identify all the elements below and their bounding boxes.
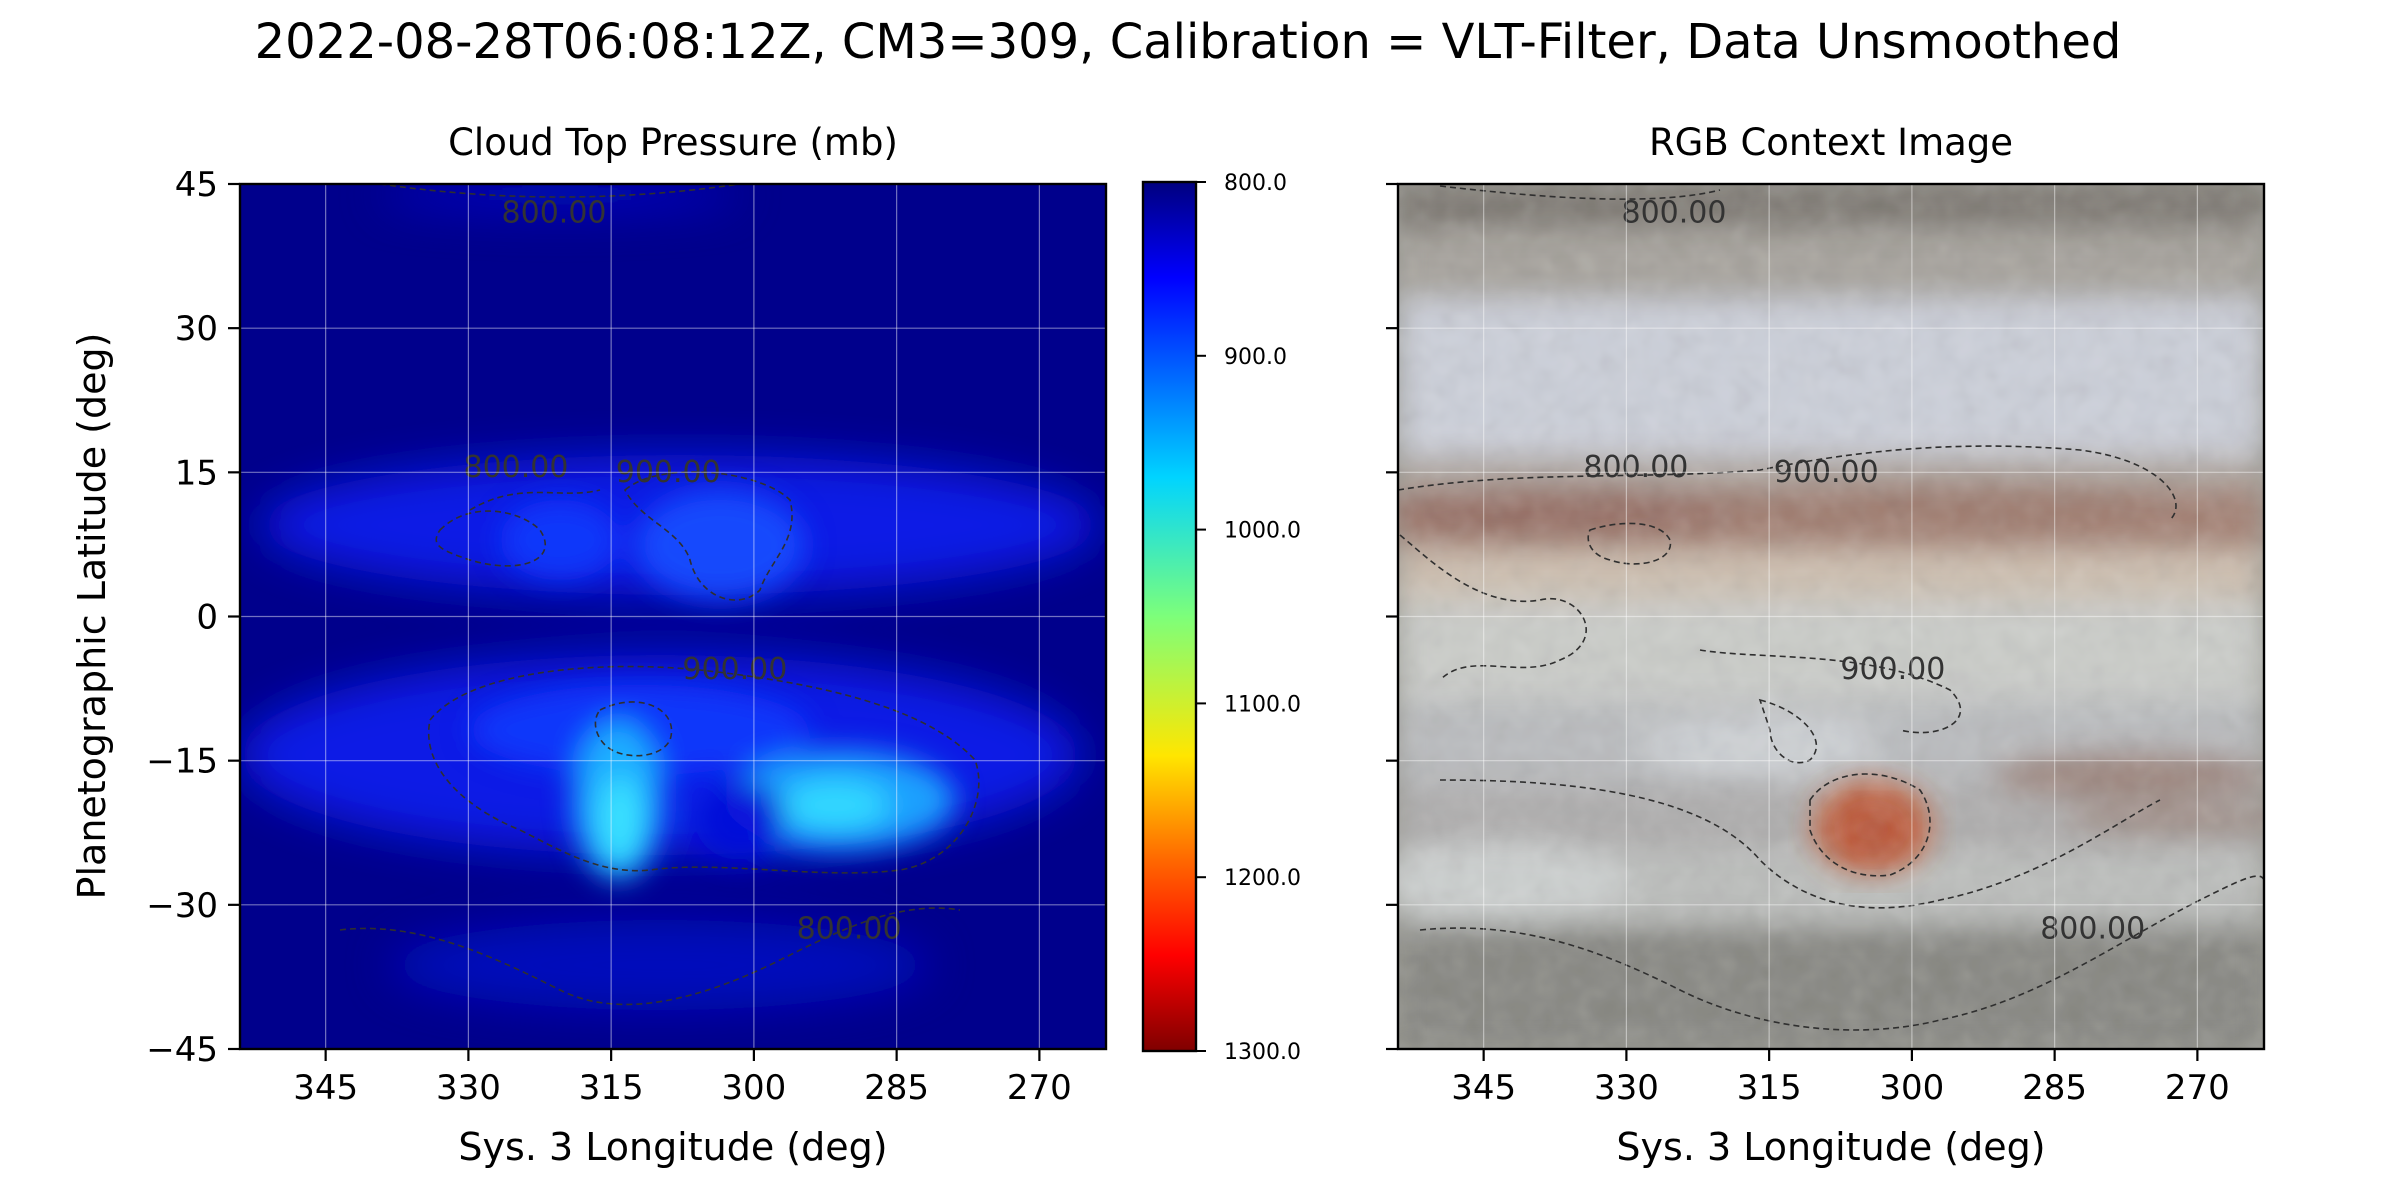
left-x-tick-label: 270: [1007, 1068, 1072, 1108]
cloud-top-pressure-panel: Cloud Top Pressure (mb): [70, 121, 1108, 1169]
left-x-ticks: 345 330 315 300 285 270: [293, 1049, 1072, 1108]
right-grid: [1398, 184, 2264, 1049]
pressure-heatmap: [240, 184, 1106, 1049]
right-y-ticks: [1386, 182, 1398, 1051]
pressure-colorbar: 800.0 900.0 1000.0 1100.0 1200.0 1300.0: [1141, 171, 1301, 1065]
right-x-tick-label: 345: [1451, 1068, 1516, 1108]
colorbar-tick-label: 1300.0: [1224, 1040, 1301, 1065]
left-contour-label: 900.00: [616, 455, 721, 490]
right-x-tick-label: 330: [1594, 1068, 1659, 1108]
right-contour-label: 800.00: [1583, 450, 1688, 485]
right-x-ticks: 345 330 315 300 285 270: [1451, 1049, 2230, 1108]
left-x-tick-label: 330: [436, 1068, 501, 1108]
left-x-tick-label: 285: [864, 1068, 929, 1108]
right-contour-label: 800.00: [1621, 195, 1726, 230]
left-contour-label: 800.00: [502, 195, 607, 230]
rgb-context-image: [1398, 184, 2264, 1049]
right-x-tick-label: 270: [2165, 1068, 2230, 1108]
left-y-tick-label: 0: [196, 598, 218, 638]
left-y-tick-label: −45: [146, 1030, 218, 1070]
rgb-contours: [1398, 185, 2264, 1031]
left-contour-label: 800.00: [463, 450, 568, 485]
right-contour-label: 800.00: [2040, 911, 2145, 946]
y-axis-label: Planetographic Latitude (deg): [70, 333, 114, 900]
right-x-tick-label: 285: [2022, 1068, 2087, 1108]
figure-title: 2022-08-28T06:08:12Z, CM3=309, Calibrati…: [255, 14, 2122, 70]
right-contour-labels: 800.00 800.00 900.00 900.00 800.00: [1583, 195, 2145, 946]
colorbar-tick-label: 1000.0: [1224, 519, 1301, 544]
left-y-ticks: 45 30 15 0 −15 −30 −45: [146, 165, 240, 1070]
left-y-tick-label: 45: [175, 165, 218, 205]
left-y-tick-label: 15: [175, 453, 218, 493]
colorbar-tick-label: 800.0: [1224, 171, 1287, 196]
colorbar-tick-label: 1100.0: [1224, 692, 1301, 717]
right-contour-label: 900.00: [1840, 652, 1945, 687]
left-y-tick-label: 30: [175, 309, 218, 349]
colorbar-tick-label: 1200.0: [1224, 866, 1301, 891]
colorbar-ticks: 800.0 900.0 1000.0 1100.0 1200.0 1300.0: [1196, 171, 1301, 1065]
colorbar-tick-label: 900.0: [1224, 345, 1287, 370]
right-x-tick-label: 315: [1737, 1068, 1802, 1108]
left-panel-title: Cloud Top Pressure (mb): [448, 121, 898, 164]
left-contour-label: 900.00: [682, 652, 787, 687]
left-contour-labels: 800.00 800.00 900.00 900.00 800.00: [463, 195, 901, 946]
left-x-tick-label: 300: [721, 1068, 786, 1108]
right-x-tick-label: 300: [1879, 1068, 1944, 1108]
left-grid: [240, 184, 1106, 1049]
left-x-tick-label: 315: [579, 1068, 644, 1108]
rgb-context-panel: RGB Context Image: [1386, 121, 2266, 1169]
right-panel-title: RGB Context Image: [1649, 121, 2013, 164]
pressure-contours: [339, 184, 980, 1006]
left-contour-label: 800.00: [797, 911, 902, 946]
left-x-tick-label: 345: [293, 1068, 358, 1108]
left-y-tick-label: −30: [146, 886, 218, 926]
colorbar-gradient: [1141, 180, 1198, 1053]
left-y-tick-label: −15: [146, 742, 218, 782]
right-contour-label: 900.00: [1774, 455, 1879, 490]
right-x-axis-label: Sys. 3 Longitude (deg): [1616, 1125, 2045, 1169]
left-x-axis-label: Sys. 3 Longitude (deg): [458, 1125, 887, 1169]
